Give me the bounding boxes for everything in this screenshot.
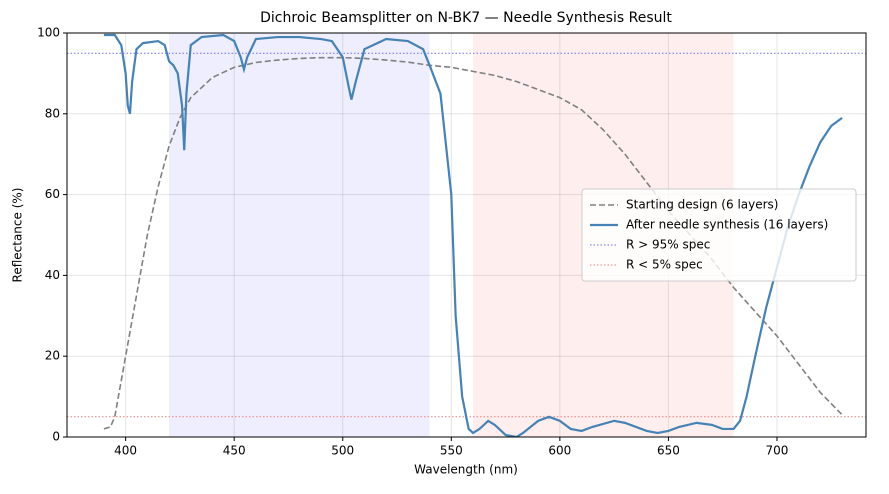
legend-label: After needle synthesis (16 layers) <box>626 218 828 232</box>
legend-label: R > 95% spec <box>626 238 710 252</box>
x-axis-label: Wavelength (nm) <box>414 463 518 477</box>
y-tick-label: 0 <box>52 430 60 444</box>
band <box>169 33 430 437</box>
x-tick-label: 450 <box>223 444 246 458</box>
x-tick-label: 650 <box>657 444 680 458</box>
legend-box <box>581 188 857 282</box>
y-tick-label: 40 <box>45 268 60 282</box>
y-tick-label: 80 <box>45 106 60 120</box>
y-tick-label: 20 <box>45 349 60 363</box>
y-axis-label: Reflectance (%) <box>11 188 25 283</box>
y-tick-label: 60 <box>45 187 60 201</box>
plot-frame <box>66 32 867 438</box>
x-tick-label: 400 <box>114 444 137 458</box>
series-line <box>103 33 843 437</box>
legend-label: Starting design (6 layers) <box>626 198 778 212</box>
legend-label: R < 5% spec <box>626 258 703 272</box>
x-tick-label: 500 <box>331 444 354 458</box>
chart-title: Dichroic Beamsplitter on N-BK7 — Needle … <box>260 10 672 26</box>
x-tick-label: 700 <box>766 444 789 458</box>
y-tick-label: 100 <box>37 26 60 40</box>
x-tick-label: 550 <box>440 444 463 458</box>
x-tick-label: 600 <box>548 444 571 458</box>
